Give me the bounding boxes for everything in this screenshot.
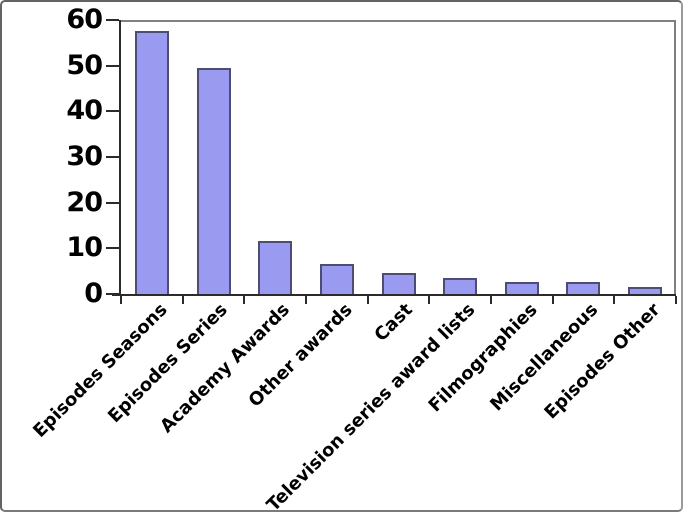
x-tick-4 [367,296,369,304]
bar-episodes-seasons [135,31,169,296]
x-tick-6 [490,296,492,304]
x-axis-line [112,294,676,296]
x-tick-9 [675,296,677,304]
y-tick-label-30: 30 [66,141,103,172]
y-tick-20 [106,202,119,204]
x-category-label-filmographies: Filmographies [424,299,542,417]
y-tick-label-10: 10 [66,232,103,263]
y-tick-40 [106,110,119,112]
x-category-label-episodes-other: Episodes Other [540,299,665,424]
x-tick-2 [243,296,245,304]
x-category-label-episodes-series: Episodes Series [104,299,233,428]
y-tick-60 [106,19,119,21]
y-tick-30 [106,156,119,158]
x-tick-0 [120,296,122,304]
y-tick-label-20: 20 [66,187,103,218]
x-tick-8 [613,296,615,304]
y-tick-label-60: 60 [66,4,103,35]
y-axis-line [119,20,121,296]
y-tick-label-40: 40 [66,95,103,126]
plot-area [121,20,676,296]
y-tick-50 [106,65,119,67]
x-category-label-miscellaneous: Miscellaneous [486,299,603,416]
bar-academy-awards [258,241,292,296]
bar-other-awards [320,264,354,296]
bar-cast [382,273,416,296]
y-tick-10 [106,247,119,249]
x-tick-3 [305,296,307,304]
y-tick-label-0: 0 [84,278,103,309]
x-tick-7 [552,296,554,304]
x-category-label-cast: Cast [370,299,418,346]
y-tick-label-50: 50 [66,50,103,81]
x-tick-1 [182,296,184,304]
bar-episodes-series [197,68,231,296]
x-tick-5 [428,296,430,304]
y-tick-0 [106,293,119,295]
